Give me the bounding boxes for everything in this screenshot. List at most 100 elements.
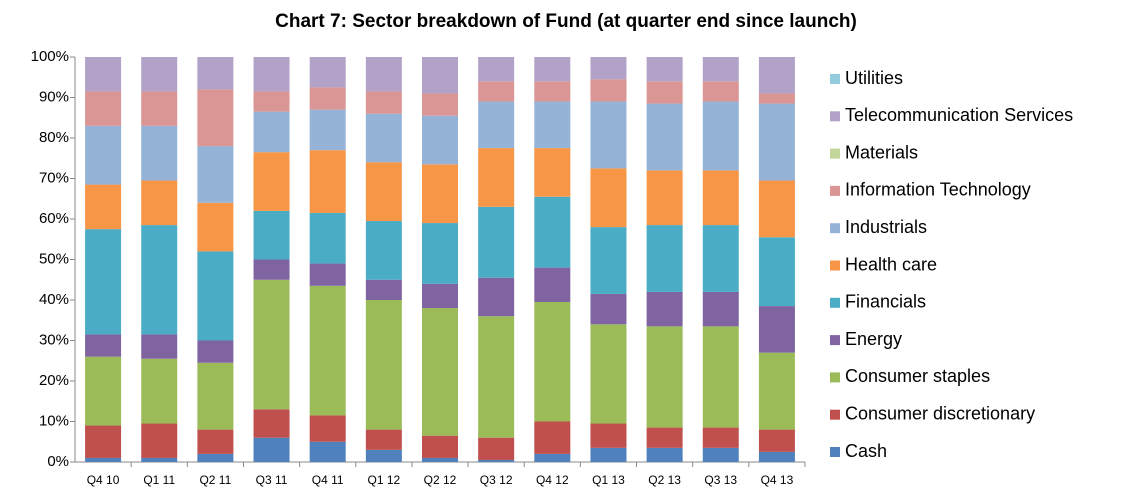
bar-segment — [365, 279, 402, 300]
y-tick-label: 90% — [39, 88, 69, 105]
legend-label: Consumer discretionary — [845, 403, 1035, 423]
bar-segment — [422, 115, 458, 165]
y-tick-label: 20% — [39, 372, 69, 389]
bar-segment — [85, 425, 122, 458]
bar-segment — [534, 196, 571, 268]
x-tick-label: Q1 13 — [592, 473, 625, 487]
bar-segment — [478, 148, 515, 207]
bar-segment — [478, 206, 515, 278]
bar-segment — [253, 210, 290, 260]
bar-segment — [365, 449, 402, 462]
bar-segment — [758, 237, 795, 307]
bar-segment — [702, 101, 739, 171]
bar-segment — [309, 150, 346, 213]
legend-label: Information Technology — [845, 180, 1031, 200]
bar-segment — [422, 457, 458, 462]
bar-segment — [702, 326, 739, 428]
bar-segment — [702, 291, 739, 327]
bar-segment — [534, 421, 571, 454]
chart-title: Chart 7: Sector breakdown of Fund (at qu… — [275, 11, 857, 32]
bar-segment — [141, 358, 178, 424]
bar-segment — [534, 267, 571, 303]
x-tick-label: Q2 11 — [199, 473, 231, 487]
y-tick-label: 0% — [47, 453, 69, 470]
legend-swatch — [830, 74, 840, 84]
bar-segment — [253, 409, 290, 438]
x-tick-label: Q2 12 — [424, 473, 457, 487]
bar-segment — [197, 453, 234, 462]
bar-segment — [197, 89, 234, 147]
bar-segment — [590, 423, 627, 448]
bar-segment — [365, 300, 402, 430]
bar-segment — [309, 285, 346, 416]
bar-segment — [702, 57, 739, 82]
bar-segment — [141, 180, 178, 226]
legend-swatch — [830, 185, 840, 196]
legend-label: Health care — [845, 254, 937, 274]
x-tick-label: Q4 12 — [536, 473, 569, 487]
bar-segment — [85, 229, 122, 335]
legend-label: Utilities — [845, 68, 903, 88]
x-tick-label: Q4 11 — [312, 473, 344, 487]
bar-segment — [197, 57, 234, 90]
y-tick-label: 60% — [39, 210, 69, 227]
bar-segment — [534, 302, 571, 422]
bar-segment — [758, 306, 795, 353]
y-tick-label: 50% — [39, 250, 69, 267]
bar-segment — [141, 225, 178, 335]
bar-segment — [141, 125, 178, 181]
y-tick-label: 100% — [31, 48, 69, 65]
bar-segment — [646, 57, 683, 82]
bar-segment — [646, 103, 683, 171]
bar-segment — [534, 148, 571, 197]
x-tick-label: Q3 12 — [480, 473, 513, 487]
bar-segment — [141, 57, 178, 92]
bar-segment — [422, 435, 458, 458]
bar-segment — [85, 334, 122, 357]
bar-segment — [365, 91, 402, 114]
bar-segment — [534, 101, 571, 149]
bar-segment — [478, 81, 515, 102]
bar-segment — [253, 57, 290, 92]
legend-swatch — [830, 111, 840, 122]
bar-segment — [141, 457, 178, 462]
bar-segment — [253, 152, 290, 211]
legend-swatch — [830, 372, 840, 383]
bar-segment — [253, 91, 290, 112]
bar-segment — [197, 340, 234, 363]
bar-segment — [590, 57, 627, 80]
bar-segment — [534, 57, 571, 82]
bar-segment — [422, 308, 458, 436]
y-tick-label: 70% — [39, 169, 69, 186]
legend-swatch — [830, 148, 840, 159]
legend-swatch — [830, 260, 840, 271]
bar-segment — [253, 259, 290, 280]
y-tick-label: 40% — [39, 291, 69, 308]
bar-segment — [758, 57, 795, 94]
bar-segment — [253, 437, 290, 462]
bar-segment — [422, 93, 458, 116]
bar-segment — [365, 162, 402, 222]
bar-segment — [646, 326, 683, 428]
bar-segment — [590, 447, 627, 462]
bar-segment — [702, 427, 739, 448]
bar-segment — [478, 57, 515, 82]
bar-segment — [365, 57, 402, 92]
x-tick-label: Q1 11 — [143, 473, 175, 487]
legend-swatch — [830, 223, 840, 234]
y-tick-label: 10% — [39, 412, 69, 429]
y-tick-label: 30% — [39, 331, 69, 348]
bar-segment — [85, 356, 122, 426]
bar-segment — [590, 293, 627, 325]
legend-label: Energy — [845, 329, 902, 349]
bar-segment — [478, 277, 515, 317]
x-tick-label: Q4 10 — [87, 473, 120, 487]
bar-segment — [85, 91, 122, 126]
bar-segment — [758, 429, 795, 452]
bar-segment — [590, 227, 627, 294]
bar-segment — [85, 184, 122, 230]
bar-segment — [758, 352, 795, 430]
bar-segment — [422, 57, 458, 94]
bar-segment — [422, 283, 458, 309]
